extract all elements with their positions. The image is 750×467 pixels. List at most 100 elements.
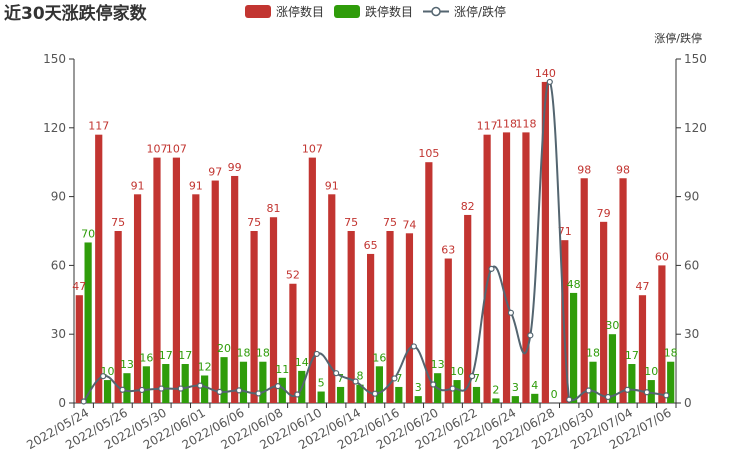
- bar-limit-down: [142, 366, 150, 403]
- data-label-limit-up: 52: [286, 269, 300, 282]
- ratio-point: [546, 78, 553, 86]
- bar-limit-up: [347, 231, 355, 403]
- bar-limit-down: [123, 373, 131, 403]
- legend-limit-up-swatch: [245, 5, 271, 18]
- data-label-limit-down: 16: [372, 351, 386, 364]
- legend-item-limit-down[interactable]: 跌停数目: [334, 4, 413, 19]
- ratio-point: [333, 370, 340, 377]
- ratio-point: [468, 373, 476, 380]
- data-label-limit-up: 98: [616, 163, 630, 176]
- data-label-limit-down: 48: [567, 278, 581, 291]
- bar-limit-up: [600, 221, 608, 403]
- data-label-limit-down: 13: [120, 358, 134, 371]
- bar-limit-down: [103, 380, 112, 403]
- data-label-limit-up: 75: [111, 216, 125, 229]
- ratio-point: [604, 393, 612, 401]
- data-label-limit-down: 18: [256, 347, 270, 360]
- ratio-point: [100, 373, 107, 380]
- y-axis-right-tick-label: 150: [684, 52, 707, 66]
- bar-limit-up: [522, 132, 530, 404]
- data-label-limit-up: 91: [189, 179, 203, 192]
- data-label-limit-down: 10: [450, 365, 464, 378]
- data-label-limit-up: 140: [535, 67, 556, 80]
- bar-limit-down: [336, 386, 345, 403]
- data-label-limit-down: 2: [492, 383, 499, 396]
- bar-limit-down: [395, 386, 403, 403]
- data-label-limit-up: 65: [364, 239, 378, 252]
- bar-limit-up: [95, 134, 103, 403]
- ratio-point: [371, 390, 379, 397]
- y-axis-right-tick-label: 0: [684, 396, 692, 410]
- bar-limit-down: [511, 396, 519, 403]
- bar-limit-up: [405, 233, 414, 403]
- data-label-limit-up: 91: [325, 179, 339, 192]
- data-label-limit-down: 7: [473, 372, 480, 385]
- data-label-limit-down: 12: [198, 360, 212, 373]
- bar-limit-down: [453, 380, 461, 403]
- data-label-limit-down: 18: [664, 347, 678, 360]
- bar-limit-up: [444, 258, 452, 403]
- bar-limit-down: [201, 375, 209, 403]
- bar-limit-up: [619, 178, 627, 403]
- bar-limit-up: [328, 194, 336, 403]
- bar-limit-up: [541, 81, 549, 403]
- bar-limit-up: [658, 265, 666, 403]
- data-label-limit-down: 4: [531, 379, 538, 392]
- bar-limit-up: [269, 217, 278, 403]
- data-label-limit-up: 117: [477, 120, 498, 133]
- bar-limit-up: [580, 178, 588, 403]
- ratio-point: [507, 309, 515, 316]
- data-label-limit-up: 107: [146, 143, 167, 156]
- data-label-limit-down: 10: [644, 365, 658, 378]
- ratio-point: [138, 386, 146, 394]
- data-label-limit-up: 117: [88, 120, 109, 133]
- data-label-limit-up: 47: [72, 280, 86, 293]
- data-label-limit-up: 60: [655, 250, 669, 263]
- bar-limit-up: [289, 283, 297, 403]
- bar-limit-up: [133, 194, 142, 403]
- y-axis-right-tick-label: 60: [684, 258, 699, 272]
- y-axis-left-tick-label: 120: [43, 121, 66, 135]
- ratio-point: [352, 378, 359, 385]
- bar-limit-down: [492, 398, 500, 403]
- y-axis-left-tick-label: 90: [51, 190, 66, 204]
- bar-limit-down: [84, 242, 92, 403]
- legend-item-limit-up[interactable]: 涨停数目: [245, 4, 324, 19]
- data-label-limit-up: 47: [635, 280, 649, 293]
- ratio-point: [235, 387, 243, 394]
- data-label-limit-down: 11: [275, 363, 289, 376]
- data-label-limit-up: 98: [577, 163, 591, 176]
- y-axis-left-tick-label: 0: [58, 396, 66, 410]
- legend-limit-down-swatch: [334, 5, 360, 18]
- data-label-limit-down: 7: [337, 372, 344, 385]
- ratio-point: [177, 385, 184, 392]
- data-label-limit-up: 118: [496, 117, 517, 130]
- bar-limit-down: [356, 384, 364, 403]
- y-axis-right-tick-label: 90: [684, 190, 699, 204]
- bar-limit-down: [317, 391, 325, 403]
- ratio-point: [527, 332, 534, 339]
- ratio-point: [585, 387, 592, 394]
- bar-limit-up: [308, 157, 316, 403]
- right-axis-name: 涨停/跌停: [654, 31, 702, 45]
- data-label-limit-down: 17: [159, 349, 173, 362]
- ratio-point: [216, 388, 223, 395]
- data-label-limit-up: 71: [558, 225, 572, 238]
- bar-limit-up: [425, 162, 433, 403]
- bar-limit-down: [628, 364, 636, 403]
- bar-limit-down: [647, 380, 655, 403]
- data-label-limit-up: 79: [597, 207, 611, 220]
- legend[interactable]: 涨停数目 跌停数目 涨停/跌停: [245, 4, 506, 19]
- ratio-point: [197, 382, 204, 389]
- data-label-limit-down: 13: [431, 358, 445, 371]
- legend-ratio-label: 涨停/跌停: [454, 4, 506, 19]
- bar-limit-up: [153, 157, 161, 403]
- y-axis-left-tick-label: 30: [51, 327, 66, 341]
- legend-item-ratio[interactable]: 涨停/跌停: [423, 4, 506, 19]
- chart-title: 近30天涨跌停家数: [4, 3, 148, 24]
- data-label-limit-down: 14: [295, 356, 309, 369]
- ratio-point: [624, 386, 631, 393]
- bar-limit-up: [250, 231, 258, 403]
- bar-limit-up: [386, 231, 394, 403]
